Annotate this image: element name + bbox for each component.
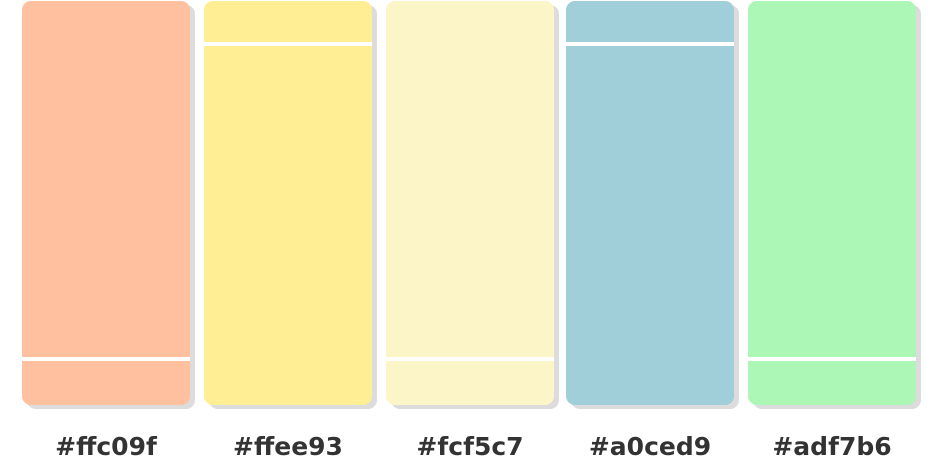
swatch-divider — [386, 357, 554, 361]
swatch-divider — [204, 42, 372, 46]
swatch-label-2: #ffee93 — [233, 432, 343, 461]
color-swatch-1[interactable] — [22, 1, 190, 405]
swatch-label-1: #ffc09f — [55, 432, 157, 461]
swatch-label-5: #adf7b6 — [772, 432, 892, 461]
color-swatch-2[interactable] — [204, 1, 372, 405]
swatch-label-4: #a0ced9 — [588, 432, 712, 461]
color-swatch-5[interactable] — [748, 1, 916, 405]
color-swatch-4[interactable] — [566, 1, 734, 405]
swatch-divider — [748, 357, 916, 361]
swatch-label-3: #fcf5c7 — [416, 432, 524, 461]
swatch-divider — [566, 42, 734, 46]
swatch-divider — [22, 357, 190, 361]
color-swatch-3[interactable] — [386, 1, 554, 405]
